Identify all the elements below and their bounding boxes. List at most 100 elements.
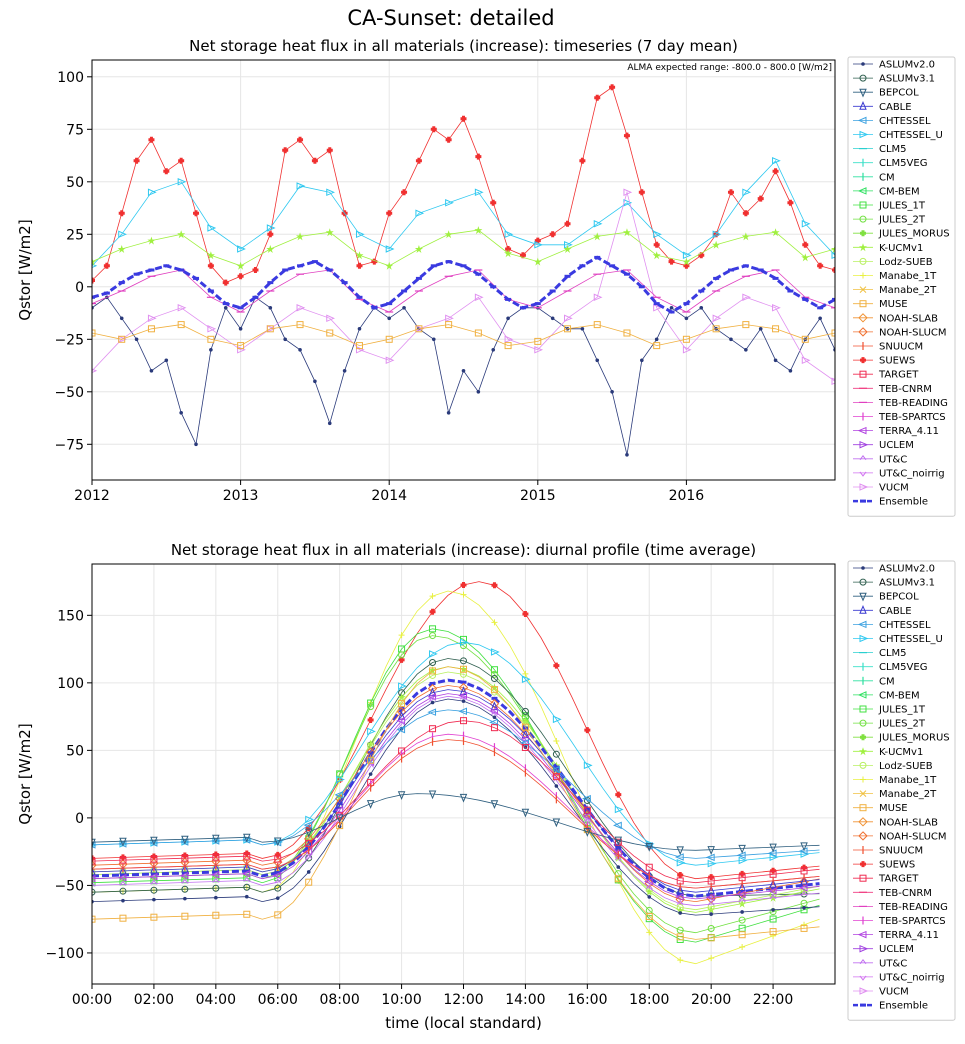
- data-point: [134, 337, 139, 342]
- legend-label: JULES_MORUS: [878, 229, 950, 240]
- data-point: [92, 857, 96, 865]
- data-point: [430, 700, 435, 705]
- data-point: [119, 914, 127, 922]
- data-point: [490, 648, 500, 656]
- data-point: [712, 230, 722, 239]
- y-tick-label: 0: [75, 811, 84, 827]
- data-point: [709, 912, 713, 916]
- data-point: [712, 314, 722, 323]
- legend-frame: [847, 560, 956, 1021]
- legend-label: NOAH-SLAB: [879, 817, 938, 828]
- data-point: [460, 115, 467, 122]
- data-point: [398, 632, 405, 639]
- legend-marker: [859, 440, 869, 449]
- data-point: [757, 195, 764, 202]
- legend-marker: [859, 747, 867, 756]
- data-point: [802, 905, 806, 910]
- data-point: [446, 411, 451, 415]
- data-point: [209, 348, 213, 352]
- data-point: [652, 251, 661, 260]
- y-tick-label: 25: [66, 227, 84, 243]
- data-point: [149, 369, 154, 373]
- legend-marker: [859, 454, 867, 461]
- data-point: [212, 877, 220, 883]
- data-point: [564, 325, 572, 333]
- data-point: [741, 232, 750, 241]
- series-line-Lodz-SUEB: [92, 671, 820, 911]
- data-point: [832, 267, 835, 273]
- data-point: [595, 358, 600, 363]
- y-tick-label: −75: [54, 437, 84, 453]
- x-tick-label: 20:00: [691, 992, 731, 1008]
- data-point: [727, 189, 734, 196]
- data-point: [579, 157, 586, 164]
- series-line-ASLUMv2.0: [92, 698, 820, 916]
- data-point: [92, 838, 96, 848]
- data-point: [342, 369, 347, 373]
- legend-marker: [859, 88, 867, 98]
- data-point: [460, 717, 467, 725]
- data-point: [385, 245, 395, 253]
- data-point: [593, 293, 603, 302]
- data-point: [653, 304, 662, 312]
- data-point: [738, 856, 748, 865]
- data-point: [296, 304, 306, 312]
- data-point: [474, 329, 482, 337]
- data-point: [610, 390, 614, 394]
- data-point: [429, 671, 437, 679]
- x-tick-label: 22:00: [753, 992, 793, 1008]
- series-line-Manabe_1T: [92, 590, 820, 965]
- data-point: [268, 306, 273, 310]
- data-point: [274, 884, 282, 892]
- data-point: [683, 262, 690, 269]
- data-point: [193, 210, 200, 217]
- legend-marker: [859, 243, 867, 252]
- data-point: [614, 836, 623, 846]
- data-point: [767, 849, 777, 857]
- data-point: [429, 659, 437, 667]
- data-point: [770, 932, 777, 939]
- data-point: [150, 886, 158, 894]
- data-point: [398, 651, 406, 659]
- legend-label: SNUUCM: [879, 846, 923, 857]
- x-tick-label: 00:00: [72, 992, 112, 1008]
- data-point: [769, 893, 777, 900]
- data-point: [147, 236, 156, 245]
- data-point: [738, 897, 746, 903]
- data-point: [773, 358, 778, 363]
- data-point: [707, 885, 715, 895]
- data-point: [303, 821, 313, 829]
- data-point: [736, 851, 746, 860]
- x-tick-label: 12:00: [443, 992, 483, 1008]
- data-point: [283, 337, 287, 342]
- legend-label: K-UCMv1: [879, 243, 923, 254]
- legend-marker: [859, 790, 867, 797]
- data-point: [654, 337, 659, 342]
- series-line-CABLE: [92, 689, 820, 893]
- legend-label: CM-BEM: [879, 690, 920, 701]
- legend-label: BEPCOL: [879, 88, 919, 99]
- data-point: [614, 875, 622, 883]
- data-point: [223, 306, 228, 310]
- data-point: [769, 928, 777, 936]
- legend-marker: [857, 116, 867, 125]
- legend-label: CHTESSEL: [879, 116, 931, 127]
- data-point: [609, 84, 616, 91]
- data-point: [243, 883, 251, 891]
- data-point: [676, 846, 684, 856]
- data-point: [646, 929, 653, 936]
- legend-marker: [859, 370, 867, 378]
- data-point: [147, 325, 155, 333]
- data-point: [708, 874, 715, 881]
- data-point: [210, 837, 220, 845]
- data-point: [643, 842, 653, 850]
- data-point: [504, 230, 514, 239]
- x-tick-label: 04:00: [196, 992, 236, 1008]
- data-point: [676, 884, 684, 894]
- data-point: [133, 157, 140, 164]
- y-tick-label: 150: [57, 608, 84, 624]
- data-point: [770, 867, 777, 874]
- data-point: [682, 346, 692, 354]
- data-point: [298, 348, 302, 352]
- series-line-NOAH-SLUCM: [92, 685, 820, 903]
